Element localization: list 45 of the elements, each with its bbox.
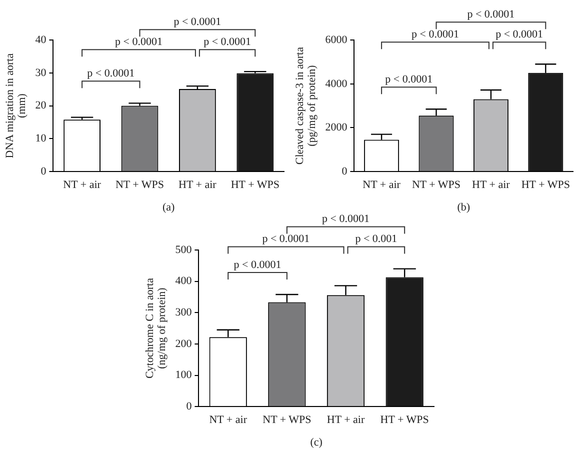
y-tick-label: 0 (186, 400, 192, 412)
y-tick-label: 200 (175, 338, 192, 350)
annotation: p < 0.0001 (204, 36, 252, 48)
y-tick-label: 4000 (325, 78, 348, 90)
y-tick-label: 30 (35, 66, 47, 79)
annotation: p < 0.0001 (496, 28, 544, 41)
x-axis-title: (a) (162, 201, 176, 214)
y-tick-label: 300 (175, 306, 192, 319)
y-tick-label: 2000 (325, 122, 348, 134)
y-tick-label: 400 (175, 275, 192, 288)
annotation: p < 0.0001 (234, 258, 282, 271)
y-tick-label: 100 (175, 369, 192, 382)
x-tick-label: HT + WPS (380, 414, 429, 426)
y-axis-title: Cleaved caspase-3 in aorta (pg/mg of protein) (294, 46, 318, 165)
x-axis-title: (c) (310, 436, 323, 448)
x-tick-label: HT + air (178, 179, 217, 192)
text: p < 0.0001 (174, 16, 222, 28)
text: p < 0.0001 (467, 8, 515, 21)
y-axis-title: Cytochrome C in aorta (ng/mg of protein) (144, 278, 168, 379)
annotation: p < 0.0001 (115, 36, 162, 48)
y-axis-title: DNA migration in aorta (mm) (4, 53, 28, 158)
x-tick-label: HT + WPS (521, 179, 570, 192)
x-tick-label: HT + air (472, 179, 510, 192)
x-tick-label: HT + air (326, 414, 365, 426)
text: p < 0.0001 (322, 213, 370, 226)
text: p < 0.001 (355, 233, 398, 246)
x-tick-label: NT + WPS (115, 179, 164, 192)
x-tick-label: NT + air (209, 414, 248, 426)
text: p < 0.0001 (262, 233, 310, 246)
x-tick-label: NT + WPS (262, 414, 312, 426)
annotation: p < 0.0001 (385, 73, 433, 86)
y-tick-label: 500 (175, 244, 192, 256)
x-tick-label: HT + WPS (230, 179, 280, 192)
x-tick-label: NT + air (63, 179, 102, 192)
y-tick-label: 0 (342, 165, 348, 178)
y-tick-label: 20 (35, 100, 47, 112)
annotation: p < 0.0001 (87, 68, 135, 80)
y-tick-label: 40 (35, 34, 47, 46)
x-tick-label: NT + WPS (412, 179, 461, 192)
y-tick-label: 10 (35, 132, 47, 145)
annotation: p < 0.0001 (412, 28, 459, 41)
x-tick-label: NT + air (362, 179, 401, 192)
y-tick-label: 6000 (325, 34, 348, 46)
x-axis-title: (b) (457, 201, 470, 214)
y-tick-label: 0 (40, 165, 47, 178)
